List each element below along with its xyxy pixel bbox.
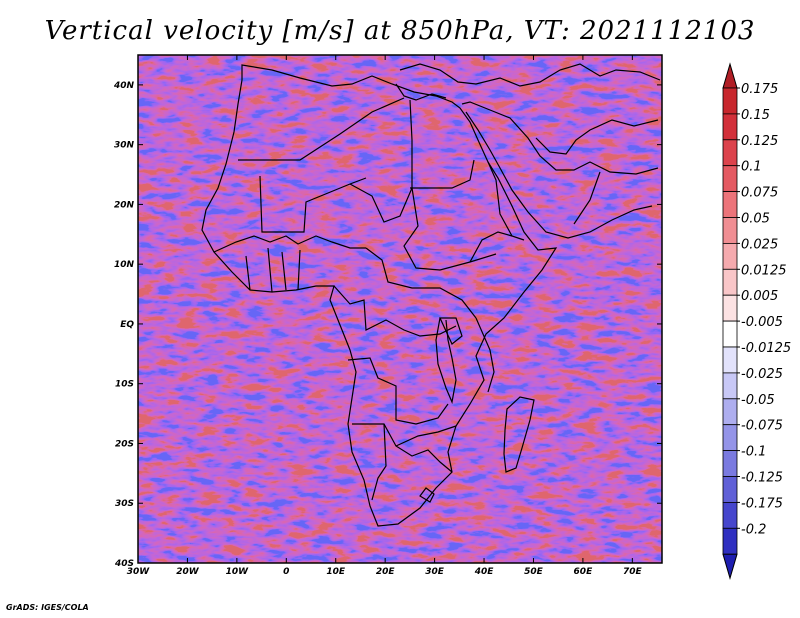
lon-tick-label: 40E — [474, 567, 495, 577]
latitude-axis: 40N 30N 20N 10N EQ 10S 20S 30S 40S — [113, 81, 662, 569]
colorbar-swatch — [722, 450, 738, 477]
lat-tick-label: EQ — [120, 320, 134, 330]
colorbar-label: -0.0125 — [741, 341, 791, 356]
lon-tick-label: 20E — [376, 567, 396, 577]
lat-tick-label: 10N — [114, 260, 135, 270]
colorbar-swatch — [722, 398, 738, 426]
plot-frame — [137, 54, 663, 564]
colorbar-label: 0.05 — [741, 212, 770, 227]
longitude-axis: 30W 20W 10W 0 10E 20E 30E 40E 50E 60E 70E — [127, 55, 643, 577]
colorbar-swatch — [722, 320, 738, 348]
lon-tick-label: 30W — [127, 567, 151, 577]
colorbar-swatch — [722, 501, 738, 529]
colorbar-bottom-tip — [722, 553, 738, 580]
lon-tick-label: 10W — [226, 567, 250, 577]
colorbar-swatch — [722, 87, 738, 115]
colorbar-swatch — [722, 217, 738, 244]
lat-tick-label: 20N — [114, 200, 135, 210]
lat-tick-label: 40S — [114, 559, 134, 569]
colorbar-swatch — [722, 191, 738, 218]
colorbar-label: -0.05 — [741, 393, 775, 408]
colorbar-label: 0.0125 — [741, 263, 787, 278]
colorbar-label: 0.025 — [741, 237, 778, 252]
lat-tick-label: 20S — [115, 439, 134, 449]
colorbar-top-tip — [722, 62, 738, 89]
colorbar-label: -0.005 — [741, 315, 783, 330]
colorbar-label: -0.025 — [741, 367, 783, 382]
colorbar: 0.175 0.15 0.125 0.1 0.075 0.05 0.025 0.0125 0.0… — [722, 62, 791, 580]
lon-tick-label: 60E — [574, 567, 594, 577]
colorbar-label: -0.125 — [741, 471, 783, 486]
map-title: Vertical velocity [m/s] at 850hPa, VT: 2… — [44, 16, 756, 46]
vertical-velocity-field — [138, 55, 662, 563]
colorbar-label: 0.1 — [741, 160, 762, 175]
colorbar-label: 0.175 — [741, 82, 778, 97]
colorbar-swatch — [722, 113, 738, 141]
colorbar-label: -0.175 — [741, 496, 783, 511]
colorbar-label: 0.005 — [741, 289, 778, 304]
coastlines-and-borders — [201, 63, 661, 527]
lat-tick-label: 40N — [113, 81, 135, 91]
lat-tick-label: 30S — [115, 499, 134, 509]
colorbar-swatch — [722, 268, 738, 296]
colorbar-label: -0.1 — [741, 445, 766, 460]
lon-tick-label: 0 — [283, 567, 289, 577]
colorbar-label: 0.15 — [741, 108, 770, 123]
colorbar-swatch — [722, 242, 738, 270]
lon-tick-label: 30E — [425, 567, 445, 577]
lon-tick-label: 70E — [623, 567, 643, 577]
footer-credit: GrADS: IGES/COLA — [6, 603, 89, 612]
colorbar-swatch — [722, 346, 738, 374]
lon-tick-label: 50E — [524, 567, 544, 577]
lon-tick-label: 10E — [326, 567, 346, 577]
colorbar-swatch — [722, 165, 738, 192]
colorbar-swatch — [722, 372, 738, 400]
lat-tick-label: 30N — [114, 141, 135, 151]
colorbar-label: -0.2 — [741, 522, 766, 537]
colorbar-swatch — [722, 476, 738, 503]
colorbar-swatch — [722, 139, 738, 167]
lat-tick-label: 10S — [115, 380, 134, 390]
colorbar-swatch — [722, 527, 738, 555]
colorbar-swatch — [722, 424, 738, 452]
colorbar-swatch — [722, 294, 738, 322]
lon-tick-label: 20W — [176, 567, 200, 577]
colorbar-label: -0.075 — [741, 419, 783, 434]
colorbar-label: 0.075 — [741, 186, 778, 201]
colorbar-label: 0.125 — [741, 134, 778, 149]
